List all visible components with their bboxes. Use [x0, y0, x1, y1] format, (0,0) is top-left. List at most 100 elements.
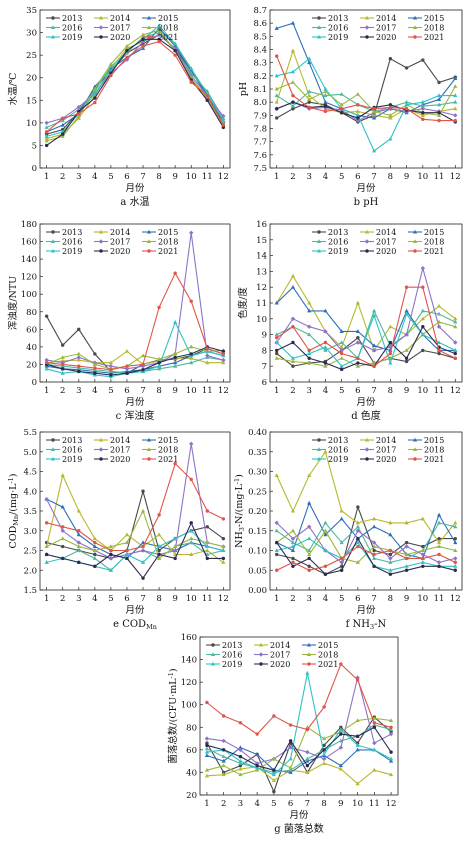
data-point [290, 544, 296, 549]
data-point [388, 351, 393, 356]
data-point [372, 516, 377, 521]
data-point [307, 473, 312, 477]
legend-marker [364, 447, 370, 452]
data-point [108, 64, 114, 68]
data-point [60, 473, 65, 477]
series-line [276, 521, 456, 563]
data-point [92, 362, 97, 366]
x-tick-label: 10 [417, 172, 428, 182]
data-point [140, 508, 146, 513]
x-tick-label: 2 [290, 172, 295, 182]
data-point [93, 352, 97, 356]
x-tick-label: 8 [156, 594, 161, 604]
data-point [60, 370, 65, 375]
data-point [323, 548, 328, 552]
legend-label: 2020 [110, 455, 130, 464]
y-axis-label-text: 菌落总数/(CFU·mL [167, 678, 179, 764]
panel-caption: f NH3-N [346, 619, 387, 631]
data-point [404, 107, 409, 111]
data-point [76, 355, 81, 360]
data-point [307, 89, 312, 94]
data-point [274, 26, 279, 30]
y-tick-label: 8.5 [253, 32, 267, 42]
data-point [221, 536, 226, 541]
data-point [388, 572, 393, 576]
legend-marker [210, 661, 216, 666]
series-2017 [204, 675, 394, 766]
data-point [388, 324, 393, 329]
series-line [46, 315, 224, 374]
legend-marker [98, 447, 104, 452]
x-tick-label: 4 [323, 172, 328, 182]
legend-marker [316, 248, 322, 253]
data-point [205, 94, 209, 98]
data-point [372, 552, 376, 557]
data-point [124, 348, 130, 353]
data-point [205, 348, 210, 353]
data-point [156, 544, 162, 549]
series-line [276, 101, 456, 122]
data-point [339, 556, 344, 561]
y-tick-label: 100 [21, 290, 37, 300]
x-tick-label: 9 [338, 799, 343, 809]
y-axis-label: 色度/度 [237, 287, 249, 319]
data-point [140, 540, 146, 545]
y-tick-label: 14 [256, 252, 267, 262]
data-point [388, 552, 393, 557]
y-tick-label: 120 [21, 273, 37, 283]
series-2021 [44, 461, 226, 553]
data-point [453, 520, 458, 525]
y-axis-label: CODMn/(mg·L-1) [7, 474, 20, 549]
y-tick-label: 0.00 [248, 586, 267, 596]
data-point [173, 544, 178, 549]
data-point [275, 54, 279, 58]
data-point [305, 670, 310, 675]
y-tick-label: 16 [256, 220, 267, 230]
series-line [276, 275, 456, 352]
data-point [173, 53, 177, 57]
data-point [436, 113, 442, 117]
plot-frame [199, 636, 399, 796]
y-tick-label: 12 [256, 283, 267, 293]
series-line [46, 509, 224, 560]
x-tick-label: 3 [76, 594, 81, 604]
legend-label: 2014 [376, 14, 396, 23]
legend-marker [365, 249, 369, 253]
y-tick-label: 0.15 [248, 527, 267, 537]
data-point [274, 73, 279, 78]
data-point [290, 536, 296, 541]
data-point [290, 528, 296, 533]
series-2018 [204, 715, 394, 777]
legend-marker [412, 25, 418, 29]
data-point [221, 738, 226, 744]
data-point [238, 747, 243, 753]
series-line [276, 286, 456, 367]
series-line [276, 450, 456, 544]
x-tick-label: 7 [140, 594, 145, 604]
y-tick-label: 1.5 [23, 586, 37, 596]
data-point [420, 316, 425, 321]
data-point [339, 107, 344, 111]
data-point [156, 356, 162, 361]
x-tick-label: 4 [323, 386, 328, 396]
y-tick-label: 4.0 [23, 487, 37, 497]
x-tick-label: 6 [124, 386, 129, 396]
data-point [61, 116, 65, 121]
data-point [125, 55, 129, 60]
data-point [221, 714, 226, 718]
data-point [339, 662, 343, 666]
data-point [124, 46, 130, 50]
legend-marker [210, 652, 216, 656]
data-point [436, 311, 442, 316]
x-tick-label: 7 [371, 172, 376, 182]
x-tick-label: 1 [274, 594, 279, 604]
legend-label: 2019 [328, 247, 348, 256]
series-line [276, 501, 456, 560]
data-point [76, 351, 81, 356]
data-point [92, 544, 97, 549]
data-point [205, 346, 209, 351]
data-point [173, 351, 178, 356]
data-point [189, 344, 194, 349]
legend-label: 2014 [376, 228, 396, 237]
